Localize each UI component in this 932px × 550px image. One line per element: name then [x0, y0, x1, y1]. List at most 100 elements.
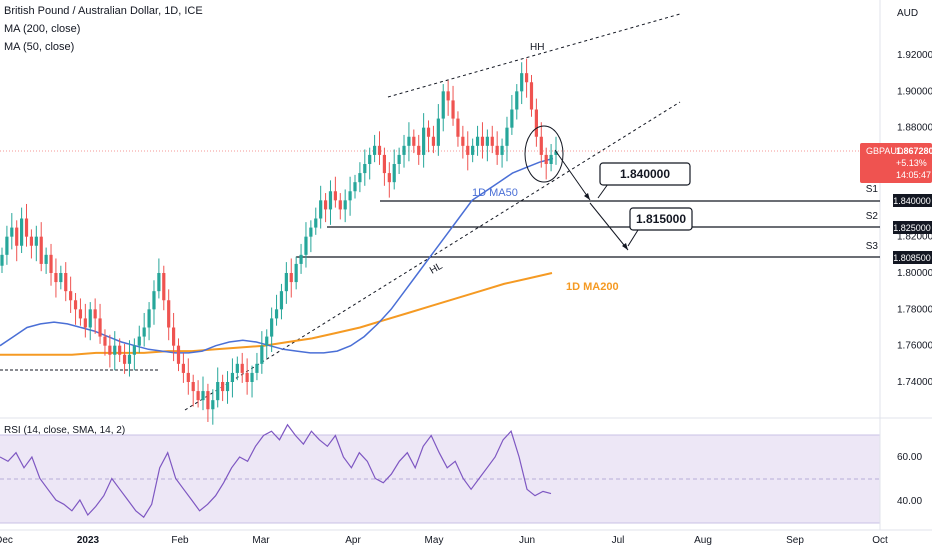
candle-up: [59, 273, 63, 283]
candle-down: [426, 127, 431, 137]
candle-up: [132, 345, 136, 355]
rsi-tick-40: 40.00: [897, 496, 922, 507]
candle-up: [309, 227, 313, 237]
candle-down: [78, 309, 83, 319]
time-tick: 2023: [77, 535, 100, 546]
candle-up: [485, 136, 489, 146]
time-tick: Oct: [872, 535, 888, 546]
candle-up: [260, 345, 264, 364]
candle-up: [127, 354, 132, 364]
candle-up: [353, 182, 357, 192]
candle-up: [441, 91, 445, 119]
rsi-line: [0, 423, 552, 519]
candle-up: [475, 136, 480, 146]
candle-down: [524, 73, 529, 83]
candle-up: [373, 145, 377, 155]
candle-down: [377, 145, 382, 155]
candle-down: [382, 154, 387, 174]
candle-down: [122, 354, 127, 364]
projection-arrow-2: [589, 202, 629, 251]
candle-down: [206, 391, 210, 410]
target2-pointer: [627, 229, 639, 247]
time-tick: May: [425, 535, 444, 546]
candle-down: [221, 382, 225, 392]
s3-badge-text: 1.808500: [893, 253, 931, 263]
candle-up: [343, 200, 347, 210]
candle-up: [314, 218, 318, 228]
target2-box: [629, 207, 693, 231]
time-tick: Sep: [786, 535, 804, 546]
target1-box: [599, 162, 691, 186]
projection-arrow-1-head: [584, 193, 590, 200]
candle-up: [5, 236, 9, 255]
candle-down: [333, 191, 337, 201]
candle-down: [480, 136, 485, 146]
candle-up: [510, 109, 514, 128]
candle-up: [34, 236, 38, 246]
candle-up: [142, 327, 146, 337]
candle-down: [466, 145, 470, 155]
candle-up: [10, 227, 14, 237]
price-tick: 1.900000: [897, 86, 932, 97]
candle-up: [436, 118, 440, 146]
candle-down: [167, 300, 171, 328]
candle-up: [274, 309, 279, 319]
candle-down: [93, 309, 97, 319]
currency-label: AUD: [897, 8, 918, 19]
upper-channel-line: [387, 13, 681, 98]
candle-up: [270, 318, 274, 337]
change-badge-text: +5.13%: [896, 158, 927, 168]
candle-up: [368, 154, 372, 164]
s1-label: S1: [866, 184, 879, 195]
candle-down: [49, 254, 53, 273]
time-tick: Aug: [694, 535, 712, 546]
candle-up: [137, 336, 141, 346]
candle-down: [196, 391, 200, 401]
time-axis-ticks: Dec 2023 Feb Mar Apr May Jun Jul Aug Sep Oct: [0, 535, 888, 546]
candle-up: [265, 336, 269, 346]
candle-down: [529, 82, 534, 110]
candle-down: [54, 273, 58, 283]
candle-up: [299, 254, 303, 264]
candle-down: [191, 382, 195, 392]
candle-down: [539, 136, 543, 155]
candle-up: [284, 273, 288, 292]
candle-down: [162, 273, 166, 301]
candle-down: [108, 345, 112, 355]
countdown-badge-text: 14:05:47: [896, 170, 931, 180]
candle-up: [44, 254, 48, 264]
time-tick: Jul: [612, 535, 625, 546]
candle-up: [319, 200, 323, 219]
s2-badge-text: 1.825000: [893, 223, 931, 233]
candle-up: [157, 273, 161, 292]
candle-down: [15, 227, 19, 246]
candle-up: [20, 218, 24, 246]
s1-badge: [893, 194, 932, 207]
candle-down: [417, 145, 421, 155]
candle-up: [358, 173, 362, 183]
candle-down: [29, 236, 34, 246]
target1-label: 1.840000: [620, 167, 670, 181]
candle-down: [412, 136, 416, 146]
price-tick: 1.820000: [897, 232, 932, 243]
candle-down: [534, 109, 538, 137]
s1-badge-text: 1.840000: [893, 196, 931, 206]
candle-up: [235, 363, 239, 373]
candle-up: [500, 145, 504, 155]
candle-up: [328, 191, 333, 210]
candle-up: [520, 73, 524, 92]
lower-channel-line: [184, 101, 681, 411]
time-tick: Feb: [171, 535, 189, 546]
candle-down: [240, 363, 244, 373]
candle-up: [230, 372, 235, 382]
price-tick: 1.780000: [897, 304, 932, 315]
candle-down: [446, 91, 450, 101]
candle-down: [24, 218, 29, 237]
target1-pointer: [597, 183, 609, 199]
price-tick: 1.760000: [897, 341, 932, 352]
time-tick: Apr: [345, 535, 361, 546]
candle-up: [392, 164, 396, 183]
candle-up: [505, 127, 509, 146]
price-tick: 1.920000: [897, 50, 932, 61]
